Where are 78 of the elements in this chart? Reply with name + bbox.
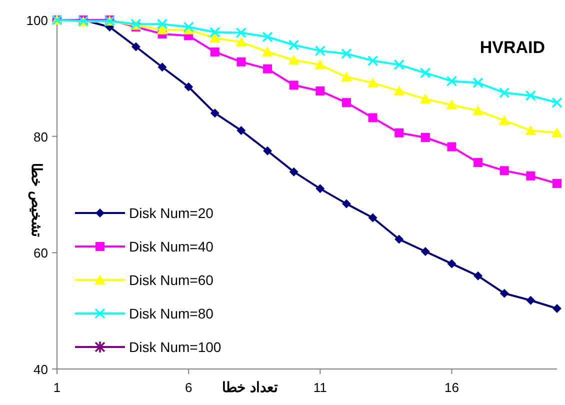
legend-label: Disk Num=60 <box>129 272 214 288</box>
y-tick-label: 80 <box>34 129 48 144</box>
x-tick-label: 1 <box>53 380 61 395</box>
point <box>288 40 300 50</box>
point <box>472 105 484 116</box>
point <box>236 36 247 47</box>
point <box>420 68 431 78</box>
point <box>368 113 378 122</box>
point <box>420 132 430 142</box>
legend-label: Disk Num=40 <box>129 238 214 254</box>
point <box>394 128 404 138</box>
point <box>316 184 325 194</box>
point <box>552 127 562 138</box>
y-tick-label: 60 <box>34 246 48 261</box>
point <box>131 42 140 52</box>
point <box>262 46 274 56</box>
point <box>288 54 300 65</box>
point <box>341 48 352 60</box>
point <box>498 87 510 98</box>
x-tick-label: 16 <box>444 380 459 395</box>
point <box>263 146 272 156</box>
point <box>342 199 351 208</box>
point <box>447 259 456 268</box>
x-tick-label: 6 <box>184 380 192 395</box>
point <box>526 296 536 305</box>
point <box>446 99 458 110</box>
point <box>183 22 194 32</box>
point <box>314 45 326 56</box>
x-tick-label: 11 <box>313 380 327 395</box>
point <box>367 55 378 66</box>
legend-label: Disk Num=80 <box>129 306 214 322</box>
point <box>394 59 405 70</box>
point <box>446 76 458 86</box>
point <box>263 64 272 74</box>
point <box>525 125 536 136</box>
y-tick-label: 40 <box>34 362 48 377</box>
point <box>156 18 168 30</box>
y-tick-label: 100 <box>26 13 48 28</box>
point <box>340 72 352 82</box>
point <box>420 247 430 256</box>
point <box>525 90 536 102</box>
text: HVRAID <box>480 38 545 57</box>
point <box>552 178 562 188</box>
point <box>316 86 325 96</box>
point <box>552 97 562 108</box>
point <box>184 82 194 92</box>
point <box>526 171 536 180</box>
point <box>342 98 351 108</box>
x-axis-title: تعداد خطا <box>222 379 278 395</box>
point <box>209 26 220 38</box>
point <box>236 126 246 136</box>
point <box>314 59 326 70</box>
point <box>498 115 510 126</box>
point <box>474 271 483 280</box>
point <box>209 32 220 43</box>
point <box>236 27 247 38</box>
point <box>156 24 168 34</box>
point <box>474 158 483 168</box>
point <box>236 57 246 66</box>
point <box>210 108 220 118</box>
legend-label: Disk Num=20 <box>129 205 214 221</box>
point <box>367 77 378 88</box>
point <box>472 77 484 88</box>
point <box>394 234 404 244</box>
point <box>447 142 456 152</box>
point <box>420 94 431 104</box>
point <box>552 304 562 314</box>
point <box>158 62 167 72</box>
point <box>289 167 298 176</box>
point <box>289 80 298 90</box>
point <box>262 31 273 42</box>
point <box>210 47 220 56</box>
point <box>368 213 378 222</box>
point <box>500 288 509 298</box>
point <box>500 166 509 176</box>
legend-label: Disk Num=100 <box>129 339 222 355</box>
y-axis-title: تشخیص خطا <box>28 163 45 237</box>
point <box>394 85 405 96</box>
